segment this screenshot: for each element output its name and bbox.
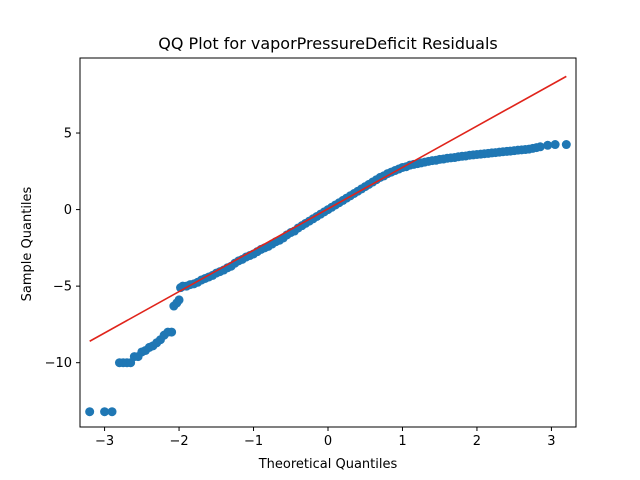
x-tick-label: −2	[169, 434, 188, 449]
data-point	[561, 140, 571, 150]
data-point	[535, 142, 545, 152]
data-point	[174, 295, 184, 305]
x-tick-label: 2	[473, 434, 481, 449]
x-tick-label: 3	[547, 434, 555, 449]
x-tick-label: 1	[398, 434, 406, 449]
data-point	[543, 140, 553, 150]
data-point	[85, 407, 95, 417]
x-axis-label: Theoretical Quantiles	[258, 457, 398, 472]
reference-line	[89, 75, 567, 342]
reference-line-layer	[89, 75, 567, 342]
x-tick-label: −3	[95, 434, 114, 449]
x-tick-label: 0	[324, 434, 332, 449]
y-tick-label: −10	[45, 356, 72, 371]
data-point	[550, 140, 560, 150]
data-point	[100, 407, 110, 417]
chart-title: QQ Plot for vaporPressureDeficit Residua…	[158, 34, 497, 53]
data-point	[107, 407, 117, 417]
y-tick-label: 0	[64, 203, 72, 218]
axes: −3 −2 −1 0 1 2 3−10−505	[45, 57, 577, 449]
y-tick-label: −5	[53, 280, 72, 295]
data-point	[167, 327, 177, 337]
x-tick-label: −1	[244, 434, 263, 449]
y-tick-label: 5	[64, 127, 72, 142]
y-axis-label: Sample Quantiles	[20, 186, 35, 301]
